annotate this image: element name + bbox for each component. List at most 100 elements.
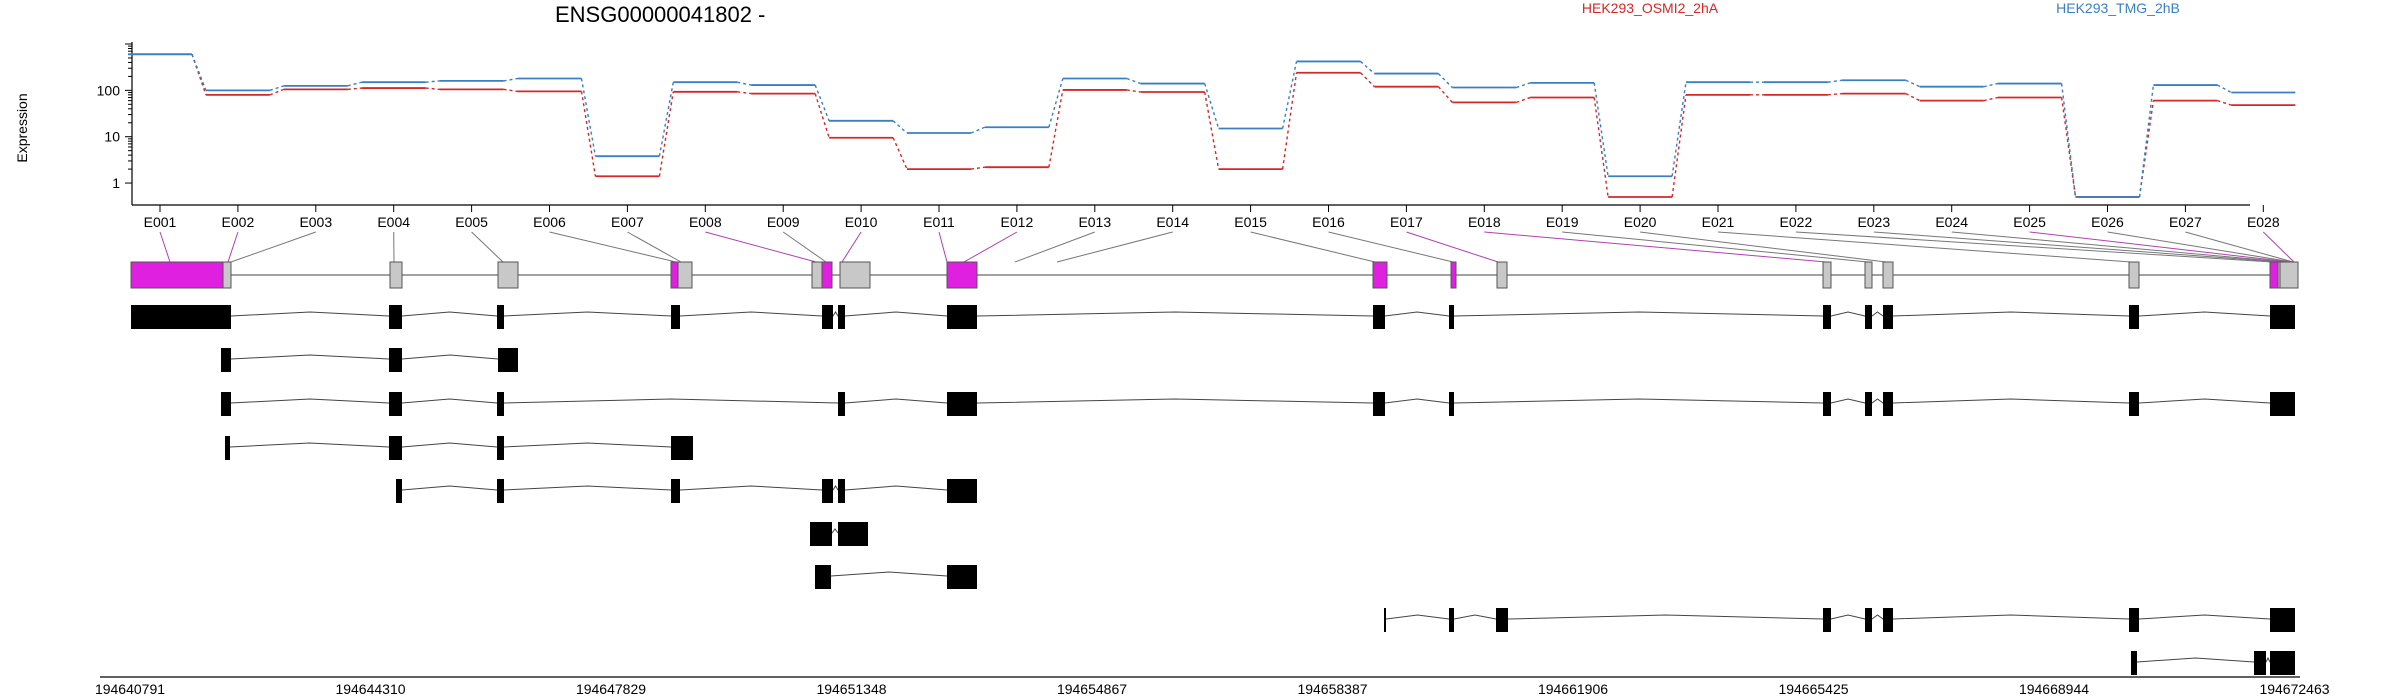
gene-exon xyxy=(389,261,403,289)
exon-connector xyxy=(705,231,817,263)
legend-entry: HEK293_OSMI2_2hA xyxy=(1582,0,1719,16)
transcript-exon xyxy=(1373,305,1385,329)
chart-title: ENSG00000041802 - xyxy=(555,2,765,27)
x-tick-label: E001 xyxy=(144,214,177,230)
y-tick-label: 1 xyxy=(112,175,120,191)
transcript-intron xyxy=(225,442,672,448)
series-connector xyxy=(1360,72,1375,88)
transcript-intron xyxy=(2131,656,2271,663)
series-connector xyxy=(1048,78,1064,128)
transcript-row xyxy=(225,436,693,460)
series-connector xyxy=(503,77,518,82)
x-tick-label: E003 xyxy=(299,214,332,230)
exon-connector xyxy=(841,231,862,263)
exon-connector xyxy=(1484,231,1827,263)
series-connector xyxy=(1281,72,1298,170)
legend-entry: HEK293_TMG_2hB xyxy=(2056,0,2180,16)
x-tick-label: E020 xyxy=(1624,214,1657,230)
exon-connector xyxy=(782,231,827,263)
transcript-exon xyxy=(1883,305,1893,329)
series-connector xyxy=(1593,82,1609,177)
transcript-exon xyxy=(838,392,845,416)
series-connector xyxy=(1671,82,1687,177)
y-tick-label: 100 xyxy=(97,82,121,98)
transcript-exon xyxy=(671,436,693,460)
transcript-row xyxy=(2131,651,2295,675)
x-tick-label: E012 xyxy=(1001,214,1034,230)
transcript-exon xyxy=(1883,392,1893,416)
x-tick-label: E016 xyxy=(1312,214,1345,230)
transcript-exon xyxy=(947,565,977,589)
exon-connector xyxy=(963,231,1018,263)
series-connector xyxy=(580,78,597,157)
series-connector xyxy=(1983,82,1998,88)
series-connector xyxy=(1204,83,1220,129)
gene-exon xyxy=(2279,261,2299,289)
series-connector xyxy=(425,87,440,91)
transcript-intron xyxy=(221,354,499,360)
exon-connector xyxy=(159,231,171,263)
exon-connector xyxy=(1640,231,1887,263)
x-tick-label: E014 xyxy=(1156,214,1189,230)
series-connector xyxy=(970,166,985,170)
genome-tick-label: 194665425 xyxy=(1778,681,1848,697)
x-tick-label: E008 xyxy=(689,214,722,230)
series-connector xyxy=(425,80,440,83)
series-connector xyxy=(892,137,908,170)
genome-tick-label: 194658387 xyxy=(1297,681,1367,697)
series-connector xyxy=(1827,79,1842,83)
transcript-exon xyxy=(2131,651,2137,675)
transcript-exon xyxy=(1449,305,1454,329)
series-connector xyxy=(1437,86,1453,103)
transcript-exon xyxy=(396,479,402,503)
transcript-exon xyxy=(838,522,868,546)
expression-plot: 1 10 100 E001 E002 E003 E004 E005 E006 E007 E008 E0… xyxy=(97,42,2296,230)
exon-connector xyxy=(938,231,948,263)
transcript-exon xyxy=(389,348,402,372)
series-connector xyxy=(580,91,597,177)
series-connector xyxy=(1126,89,1141,93)
series-connector xyxy=(1827,92,1842,96)
gene-exon xyxy=(2128,261,2140,289)
transcript-exon xyxy=(131,305,231,329)
transcript-exon xyxy=(2270,651,2295,675)
exon-connector xyxy=(549,231,677,263)
transcript-exon xyxy=(498,348,518,372)
genome-tick-label: 194668944 xyxy=(2019,681,2089,697)
y-tick-label: 10 xyxy=(104,129,120,145)
transcript-intron xyxy=(131,311,2271,317)
x-tick-label: E010 xyxy=(845,214,878,230)
transcript-exon xyxy=(838,479,845,503)
series-connector xyxy=(1671,94,1687,198)
exon-connector xyxy=(1951,231,2287,263)
transcript-exon xyxy=(671,305,680,329)
exon-connector xyxy=(2107,231,2293,263)
transcript-row xyxy=(131,305,2295,329)
transcript-exon xyxy=(822,305,833,329)
exon-connector xyxy=(1873,231,2283,263)
exon-connector xyxy=(1250,231,1376,263)
series-connector xyxy=(2138,100,2155,198)
series-connector xyxy=(2060,83,2077,198)
transcript-row xyxy=(810,522,868,546)
series-connector xyxy=(191,54,207,91)
transcript-exon xyxy=(2270,305,2295,329)
y-axis-label: Expression xyxy=(14,93,30,162)
transcript-exon xyxy=(497,392,504,416)
transcript-exon xyxy=(1373,392,1385,416)
exon-connector xyxy=(1795,231,2273,263)
x-tick-label: E007 xyxy=(611,214,644,230)
exon-connector xyxy=(2029,231,2291,263)
transcript-row xyxy=(1384,608,2295,632)
transcript-exon xyxy=(497,305,504,329)
transcript-exon xyxy=(221,348,231,372)
x-tick-label: E017 xyxy=(1390,214,1423,230)
transcript-exon xyxy=(1384,608,1386,632)
transcript-exon xyxy=(497,479,504,503)
exon-connectors xyxy=(159,231,2295,263)
gene-exon xyxy=(821,261,833,289)
series-connector xyxy=(1983,96,1998,102)
series-connector xyxy=(1048,89,1064,168)
series-connector xyxy=(1516,82,1531,89)
